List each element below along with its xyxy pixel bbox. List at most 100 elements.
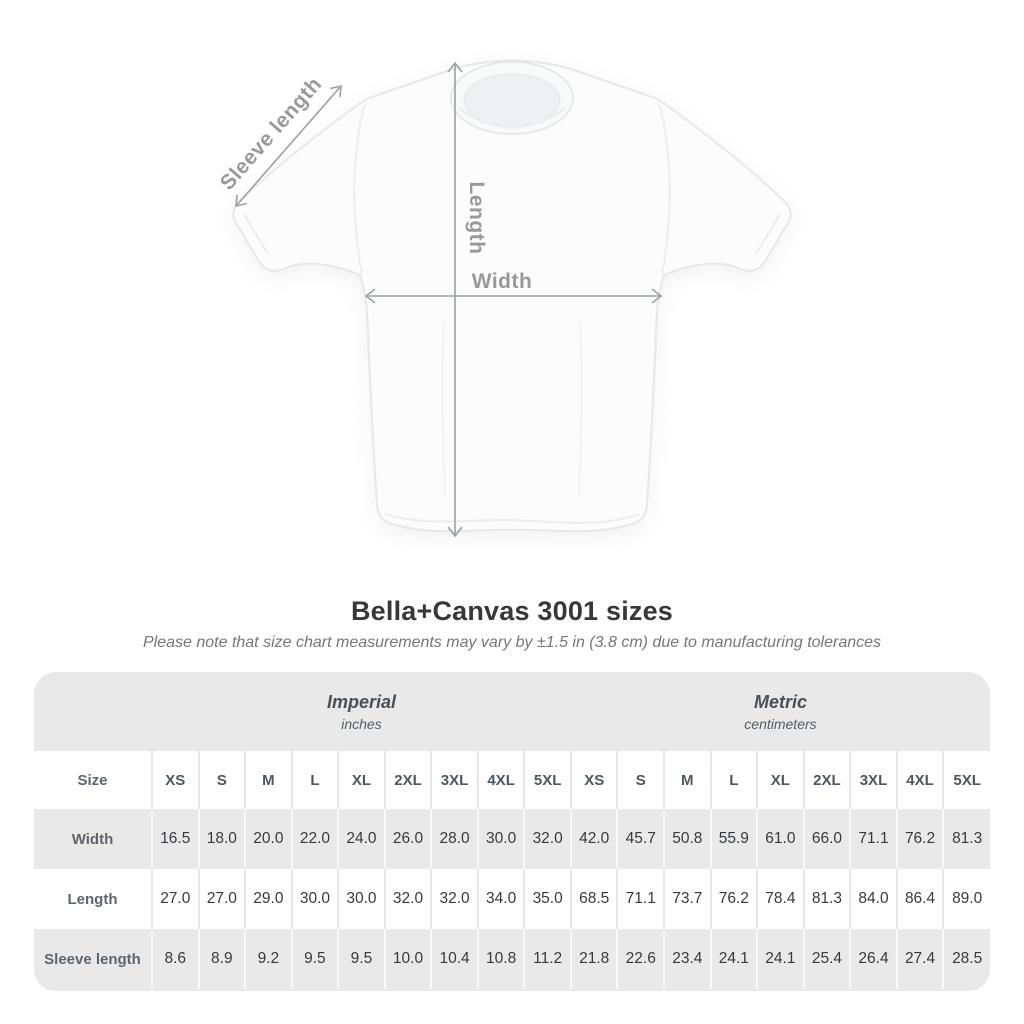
measurement-value-imperial: 26.0 [383, 809, 432, 869]
measurement-value-imperial: 9.5 [290, 929, 339, 989]
measurement-value-imperial: 27.0 [197, 869, 246, 929]
measurement-value-imperial: 9.2 [244, 929, 292, 989]
size-chart-panel: Imperial inches Metric centimeters Size X… [34, 672, 990, 991]
size-header-metric: S [616, 751, 665, 809]
measurement-value-metric: 26.4 [849, 929, 897, 989]
row-label: Sleeve length [34, 929, 152, 989]
tolerance-note: Please note that size chart measurements… [142, 634, 882, 651]
measurement-value-metric: 76.2 [709, 869, 758, 929]
fabric-fold-left [441, 319, 446, 499]
size-header-imperial: M [244, 751, 292, 809]
measurement-value-imperial: 20.0 [244, 809, 292, 869]
measurement-value-imperial: 32.0 [523, 809, 571, 869]
measurement-value-imperial: 9.5 [337, 929, 385, 989]
measurement-value-imperial: 30.0 [337, 869, 385, 929]
collar-opening [463, 73, 561, 127]
measurement-value-imperial: 32.0 [383, 869, 432, 929]
measurement-value-metric: 45.7 [616, 809, 665, 869]
measurement-value-metric: 86.4 [895, 869, 944, 929]
measurement-value-metric: 81.3 [942, 809, 990, 869]
measurement-value-metric: 76.2 [895, 809, 944, 869]
measurement-value-metric: 25.4 [802, 929, 851, 989]
width-label: Width [472, 270, 533, 293]
measurement-value-metric: 71.1 [849, 809, 897, 869]
measurement-value-imperial: 8.9 [197, 929, 246, 989]
metric-unit: centimeters [744, 715, 817, 732]
size-header-metric: M [663, 751, 711, 809]
measurement-value-imperial: 34.0 [476, 869, 525, 929]
row-label: Length [34, 869, 152, 929]
left-armhole-seam [353, 98, 367, 275]
measurement-value-metric: 55.9 [709, 809, 758, 869]
measurement-value-imperial: 30.0 [290, 869, 339, 929]
measurement-value-imperial: 16.5 [151, 809, 199, 869]
measurement-value-metric: 61.0 [756, 809, 804, 869]
measurement-value-imperial: 35.0 [523, 869, 571, 929]
measurement-value-metric: 21.8 [569, 929, 618, 989]
size-header-imperial: XS [151, 751, 199, 809]
imperial-title: Imperial [326, 691, 396, 712]
measurement-value-imperial: 28.0 [430, 809, 478, 869]
size-header-imperial: S [197, 751, 246, 809]
measurement-value-metric: 23.4 [663, 929, 711, 989]
measurement-value-metric: 24.1 [756, 929, 804, 989]
size-header-metric: L [709, 751, 758, 809]
measurement-value-imperial: 10.8 [476, 929, 525, 989]
measurement-value-metric: 27.4 [895, 929, 944, 989]
metric-title: Metric [753, 691, 807, 712]
length-label: Length [465, 182, 488, 255]
length-row: Length 27.0 27.0 29.0 30.0 30.0 32.0 32.0 34.0 35… [34, 869, 990, 929]
right-armhole-seam [657, 98, 671, 275]
measurement-value-imperial: 24.0 [337, 809, 385, 869]
measurement-value-metric: 28.5 [942, 929, 990, 989]
measurement-value-imperial: 10.0 [383, 929, 432, 989]
measurement-value-imperial: 29.0 [244, 869, 292, 929]
measurement-value-imperial: 27.0 [151, 869, 199, 929]
measurement-value-imperial: 10.4 [430, 929, 478, 989]
size-column-header: Size [34, 751, 152, 809]
row-label: Width [34, 809, 152, 869]
size-chart-table: Imperial inches Metric centimeters Size X… [34, 672, 990, 989]
measurement-value-imperial: 32.0 [430, 869, 478, 929]
measurement-value-metric: 66.0 [802, 809, 851, 869]
tshirt-measurement-diagram: Sleeve length Length Width [216, 59, 792, 538]
chart-heading: Bella+Canvas 3001 sizes Please note that… [0, 596, 1024, 652]
size-header-imperial: 3XL [430, 751, 478, 809]
width-row: Width 16.5 18.0 20.0 22.0 24.0 26.0 28.0 30.0 32.… [34, 809, 990, 869]
measurement-value-imperial: 30.0 [476, 809, 525, 869]
measurement-value-metric: 78.4 [756, 869, 804, 929]
measurement-value-metric: 68.5 [569, 869, 618, 929]
measurement-value-metric: 50.8 [663, 809, 711, 869]
size-header-metric: 4XL [895, 751, 944, 809]
measurement-value-metric: 24.1 [709, 929, 758, 989]
measurement-value-imperial: 11.2 [523, 929, 571, 989]
size-header-imperial: L [290, 751, 339, 809]
width-arrow [364, 288, 663, 304]
measurement-value-metric: 73.7 [663, 869, 711, 929]
left-cuff-seam [243, 213, 269, 255]
size-header-imperial: 4XL [476, 751, 525, 809]
size-header-metric: 3XL [849, 751, 897, 809]
size-header-metric: 5XL [942, 751, 990, 809]
imperial-unit: inches [341, 715, 382, 732]
metric-group-header: Metric centimeters [571, 672, 990, 751]
size-header-metric: XL [756, 751, 804, 809]
measurement-value-imperial: 8.6 [151, 929, 199, 989]
size-header-metric: 2XL [802, 751, 851, 809]
page-title: Bella+Canvas 3001 sizes [350, 596, 674, 626]
sleeve-length-row: Sleeve length 8.6 8.9 9.2 9.5 9.5 10.0 10.4 10.8… [34, 929, 990, 989]
measurement-value-imperial: 22.0 [290, 809, 339, 869]
measurement-value-metric: 71.1 [616, 869, 665, 929]
length-arrow [447, 61, 463, 538]
size-header-imperial: 5XL [523, 751, 571, 809]
measurement-value-metric: 22.6 [616, 929, 665, 989]
right-cuff-seam [755, 213, 781, 255]
measurement-value-metric: 42.0 [569, 809, 618, 869]
unit-group-spacer [34, 672, 152, 751]
measurement-value-metric: 89.0 [942, 869, 990, 929]
size-header-imperial: XL [337, 751, 385, 809]
sleeve-length-arrow [235, 84, 342, 208]
size-header-imperial: 2XL [383, 751, 432, 809]
size-header-metric: XS [569, 751, 618, 809]
